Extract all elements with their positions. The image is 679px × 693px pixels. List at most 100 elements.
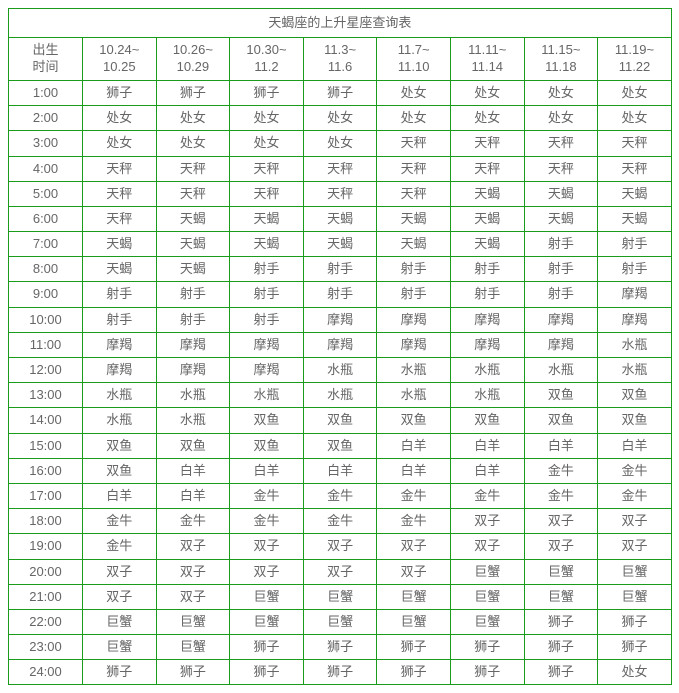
- value-cell: 水瓶: [83, 383, 157, 408]
- value-cell: 水瓶: [377, 383, 451, 408]
- value-cell: 射手: [156, 282, 230, 307]
- table-row: 8:00天蝎天蝎射手射手射手射手射手射手: [9, 257, 672, 282]
- value-cell: 摩羯: [303, 307, 377, 332]
- value-cell: 狮子: [230, 660, 304, 685]
- table-row: 21:00双子双子巨蟹巨蟹巨蟹巨蟹巨蟹巨蟹: [9, 584, 672, 609]
- value-cell: 处女: [156, 131, 230, 156]
- value-cell: 摩羯: [377, 307, 451, 332]
- value-cell: 金牛: [83, 509, 157, 534]
- time-cell: 9:00: [9, 282, 83, 307]
- value-cell: 天蝎: [83, 257, 157, 282]
- value-cell: 金牛: [377, 509, 451, 534]
- table-row: 16:00双鱼白羊白羊白羊白羊白羊金牛金牛: [9, 458, 672, 483]
- value-cell: 双鱼: [83, 458, 157, 483]
- value-cell: 天蝎: [450, 232, 524, 257]
- value-cell: 射手: [598, 257, 672, 282]
- value-cell: 射手: [450, 257, 524, 282]
- value-cell: 双鱼: [524, 383, 598, 408]
- value-cell: 水瓶: [83, 408, 157, 433]
- value-cell: 射手: [83, 282, 157, 307]
- value-cell: 双鱼: [230, 408, 304, 433]
- value-cell: 双子: [450, 509, 524, 534]
- value-cell: 水瓶: [156, 383, 230, 408]
- time-cell: 16:00: [9, 458, 83, 483]
- value-cell: 狮子: [377, 635, 451, 660]
- time-cell: 6:00: [9, 206, 83, 231]
- value-cell: 天秤: [377, 131, 451, 156]
- value-cell: 摩羯: [598, 307, 672, 332]
- value-cell: 双子: [156, 534, 230, 559]
- value-cell: 天蝎: [156, 257, 230, 282]
- value-cell: 处女: [598, 660, 672, 685]
- value-cell: 双子: [377, 559, 451, 584]
- table-row: 23:00巨蟹巨蟹狮子狮子狮子狮子狮子狮子: [9, 635, 672, 660]
- value-cell: 摩羯: [598, 282, 672, 307]
- value-cell: 巨蟹: [303, 609, 377, 634]
- value-cell: 处女: [377, 80, 451, 105]
- value-cell: 双鱼: [230, 433, 304, 458]
- value-cell: 双子: [83, 559, 157, 584]
- value-cell: 双子: [598, 534, 672, 559]
- value-cell: 处女: [524, 106, 598, 131]
- value-cell: 白羊: [450, 433, 524, 458]
- time-cell: 7:00: [9, 232, 83, 257]
- value-cell: 天秤: [156, 181, 230, 206]
- table-row: 7:00天蝎天蝎天蝎天蝎天蝎天蝎射手射手: [9, 232, 672, 257]
- column-header: 11.11~11.14: [450, 38, 524, 81]
- value-cell: 巨蟹: [377, 609, 451, 634]
- value-cell: 水瓶: [450, 383, 524, 408]
- value-cell: 摩羯: [230, 332, 304, 357]
- value-cell: 天秤: [377, 181, 451, 206]
- value-cell: 天蝎: [450, 181, 524, 206]
- table-row: 14:00水瓶水瓶双鱼双鱼双鱼双鱼双鱼双鱼: [9, 408, 672, 433]
- value-cell: 双子: [598, 509, 672, 534]
- table-title-row: 天蝎座的上升星座查询表: [9, 9, 672, 38]
- value-cell: 射手: [230, 307, 304, 332]
- time-cell: 8:00: [9, 257, 83, 282]
- value-cell: 天蝎: [230, 232, 304, 257]
- time-cell: 22:00: [9, 609, 83, 634]
- value-cell: 双子: [303, 559, 377, 584]
- value-cell: 处女: [303, 131, 377, 156]
- time-cell: 12:00: [9, 358, 83, 383]
- value-cell: 摩羯: [450, 307, 524, 332]
- value-cell: 射手: [524, 257, 598, 282]
- value-cell: 水瓶: [377, 358, 451, 383]
- value-cell: 射手: [377, 257, 451, 282]
- value-cell: 天蝎: [303, 232, 377, 257]
- value-cell: 处女: [156, 106, 230, 131]
- time-cell: 10:00: [9, 307, 83, 332]
- table-row: 5:00天秤天秤天秤天秤天秤天蝎天蝎天蝎: [9, 181, 672, 206]
- value-cell: 狮子: [450, 635, 524, 660]
- value-cell: 双子: [230, 559, 304, 584]
- table-row: 3:00处女处女处女处女天秤天秤天秤天秤: [9, 131, 672, 156]
- time-cell: 11:00: [9, 332, 83, 357]
- value-cell: 处女: [83, 106, 157, 131]
- value-cell: 摩羯: [450, 332, 524, 357]
- value-cell: 狮子: [598, 609, 672, 634]
- value-cell: 狮子: [377, 660, 451, 685]
- value-cell: 狮子: [156, 80, 230, 105]
- value-cell: 双鱼: [450, 408, 524, 433]
- value-cell: 白羊: [156, 483, 230, 508]
- time-cell: 21:00: [9, 584, 83, 609]
- value-cell: 水瓶: [598, 358, 672, 383]
- value-cell: 射手: [303, 282, 377, 307]
- value-cell: 双鱼: [598, 383, 672, 408]
- table-body: 天蝎座的上升星座查询表 出生时间10.24~10.2510.26~10.2910…: [9, 9, 672, 685]
- value-cell: 双子: [524, 509, 598, 534]
- value-cell: 巨蟹: [230, 609, 304, 634]
- value-cell: 射手: [524, 282, 598, 307]
- value-cell: 处女: [598, 106, 672, 131]
- time-cell: 5:00: [9, 181, 83, 206]
- value-cell: 金牛: [303, 509, 377, 534]
- value-cell: 双鱼: [303, 433, 377, 458]
- table-row: 4:00天秤天秤天秤天秤天秤天秤天秤天秤: [9, 156, 672, 181]
- value-cell: 天蝎: [377, 206, 451, 231]
- value-cell: 金牛: [524, 483, 598, 508]
- value-cell: 狮子: [450, 660, 524, 685]
- table-row: 13:00水瓶水瓶水瓶水瓶水瓶水瓶双鱼双鱼: [9, 383, 672, 408]
- table-row: 15:00双鱼双鱼双鱼双鱼白羊白羊白羊白羊: [9, 433, 672, 458]
- column-header: 10.30~11.2: [230, 38, 304, 81]
- value-cell: 射手: [303, 257, 377, 282]
